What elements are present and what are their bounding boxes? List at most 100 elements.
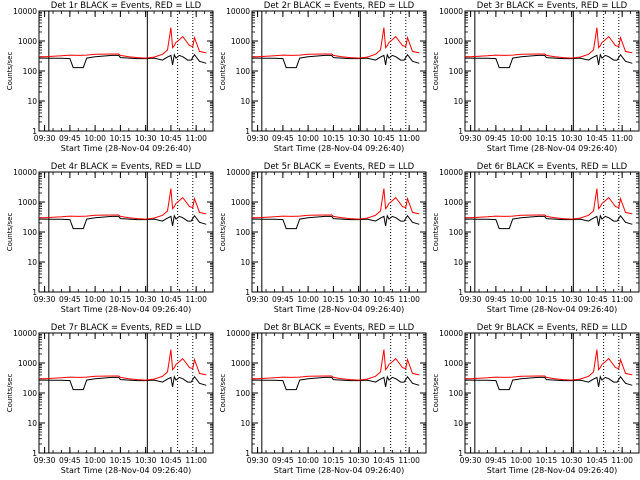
y-tick-label: 100: [23, 67, 38, 76]
events-series-line: [39, 214, 207, 230]
y-tick-label: 1000: [231, 37, 250, 46]
lld-series-line: [39, 188, 207, 220]
axes-frame: [38, 332, 214, 454]
y-tick-label: 1: [32, 449, 37, 458]
x-tick-label: 09:30: [460, 134, 482, 143]
y-tick-label: 100: [236, 67, 251, 76]
x-tick-label: 10:30: [561, 134, 583, 143]
x-axis-title: Start Time (28-Nov-04 09:26:40): [487, 144, 617, 153]
lld-series-line: [252, 27, 420, 59]
x-tick-label: 10:00: [297, 134, 319, 143]
x-tick-label: 11:00: [398, 295, 420, 304]
x-tick-label: 10:45: [373, 456, 395, 465]
x-tick-label: 09:30: [247, 134, 269, 143]
x-tick-label: 11:00: [611, 456, 633, 465]
x-tick-label: 09:45: [59, 456, 81, 465]
y-tick-label: 1000: [444, 37, 463, 46]
x-tick-label: 10:30: [135, 456, 157, 465]
y-tick-label: 1: [32, 127, 37, 136]
detector-panel: Det 9r BLACK = Events, RED = LLD 1 10 100 10…: [432, 323, 640, 475]
x-tick-label: 10:30: [135, 295, 157, 304]
lld-series-line: [465, 349, 633, 381]
x-tick-label: 10:45: [373, 295, 395, 304]
x-tick-label: 10:15: [323, 456, 345, 465]
x-axis-title: Start Time (28-Nov-04 09:26:40): [274, 305, 404, 314]
x-tick-label: 10:15: [110, 295, 132, 304]
x-tick-label: 09:45: [485, 295, 507, 304]
x-axis-title: Start Time (28-Nov-04 09:26:40): [487, 305, 617, 314]
y-tick-label: 10: [453, 419, 463, 428]
events-series-line: [465, 214, 633, 230]
y-axis-title: Counts/sec: [219, 374, 227, 413]
x-tick-label: 11:00: [185, 295, 207, 304]
y-tick-label: 1: [458, 449, 463, 458]
detector-panel: Det 3r BLACK = Events, RED = LLD 1 10 100 10…: [432, 1, 640, 153]
y-axis-title: Counts/sec: [219, 52, 227, 91]
x-tick-label: 10:00: [510, 456, 532, 465]
y-tick-label: 10000: [13, 329, 37, 338]
events-series-line: [252, 53, 420, 69]
panel-title: Det 6r BLACK = Events, RED = LLD: [477, 162, 628, 172]
x-axis-title: Start Time (28-Nov-04 09:26:40): [274, 466, 404, 475]
y-tick-label: 1: [458, 127, 463, 136]
y-tick-label: 1: [245, 127, 250, 136]
x-tick-label: 10:00: [84, 456, 106, 465]
x-tick-label: 10:45: [586, 456, 608, 465]
events-series-line: [252, 375, 420, 391]
y-tick-label: 100: [449, 67, 464, 76]
y-tick-label: 1000: [18, 37, 37, 46]
x-axis-title: Start Time (28-Nov-04 09:26:40): [61, 144, 191, 153]
detector-panel: Det 2r BLACK = Events, RED = LLD 1 10 100 10…: [219, 1, 427, 153]
axes-frame: [251, 171, 427, 293]
y-tick-label: 10000: [439, 7, 463, 16]
y-tick-label: 100: [23, 389, 38, 398]
x-axis-title: Start Time (28-Nov-04 09:26:40): [61, 305, 191, 314]
y-tick-label: 10000: [439, 168, 463, 177]
y-tick-label: 10: [453, 258, 463, 267]
panel-title: Det 2r BLACK = Events, RED = LLD: [264, 1, 415, 11]
x-tick-label: 09:45: [272, 456, 294, 465]
detector-panel: Det 8r BLACK = Events, RED = LLD 1 10 100 10…: [219, 323, 427, 475]
lld-series-line: [252, 188, 420, 220]
x-tick-label: 10:45: [586, 295, 608, 304]
detector-panel: Det 1r BLACK = Events, RED = LLD 1 10 100 10…: [6, 1, 214, 153]
y-tick-label: 10000: [226, 7, 250, 16]
axes-frame: [38, 10, 214, 132]
x-axis-title: Start Time (28-Nov-04 09:26:40): [274, 144, 404, 153]
x-tick-label: 10:45: [160, 134, 182, 143]
events-series-line: [39, 375, 207, 391]
detector-panel: Det 4r BLACK = Events, RED = LLD 1 10 100 10…: [6, 162, 214, 314]
x-tick-label: 09:45: [485, 134, 507, 143]
y-tick-label: 1000: [231, 359, 250, 368]
lld-series-line: [465, 188, 633, 220]
x-tick-label: 09:45: [272, 295, 294, 304]
y-tick-label: 100: [236, 228, 251, 237]
detector-panel: Det 6r BLACK = Events, RED = LLD 1 10 100 10…: [432, 162, 640, 314]
y-tick-label: 100: [449, 389, 464, 398]
y-axis-title: Counts/sec: [6, 52, 14, 91]
x-tick-label: 10:15: [323, 134, 345, 143]
y-axis-title: Counts/sec: [432, 52, 440, 91]
panel-title: Det 4r BLACK = Events, RED = LLD: [51, 162, 202, 172]
x-tick-label: 10:00: [84, 134, 106, 143]
x-tick-label: 10:45: [586, 134, 608, 143]
y-axis-title: Counts/sec: [432, 213, 440, 252]
x-tick-label: 09:30: [460, 456, 482, 465]
x-tick-label: 10:30: [348, 134, 370, 143]
y-tick-label: 1: [458, 288, 463, 297]
y-tick-label: 1: [245, 449, 250, 458]
x-axis-title: Start Time (28-Nov-04 09:26:40): [487, 466, 617, 475]
x-tick-label: 10:15: [110, 456, 132, 465]
y-tick-label: 1000: [18, 198, 37, 207]
y-tick-label: 10000: [226, 329, 250, 338]
y-tick-label: 100: [23, 228, 38, 237]
y-axis-title: Counts/sec: [432, 374, 440, 413]
x-tick-label: 11:00: [185, 456, 207, 465]
lld-series-line: [252, 349, 420, 381]
axes-frame: [38, 171, 214, 293]
detector-panel: Det 7r BLACK = Events, RED = LLD 1 10 100 10…: [6, 323, 214, 475]
y-tick-label: 1000: [231, 198, 250, 207]
panel-title: Det 1r BLACK = Events, RED = LLD: [51, 1, 202, 11]
